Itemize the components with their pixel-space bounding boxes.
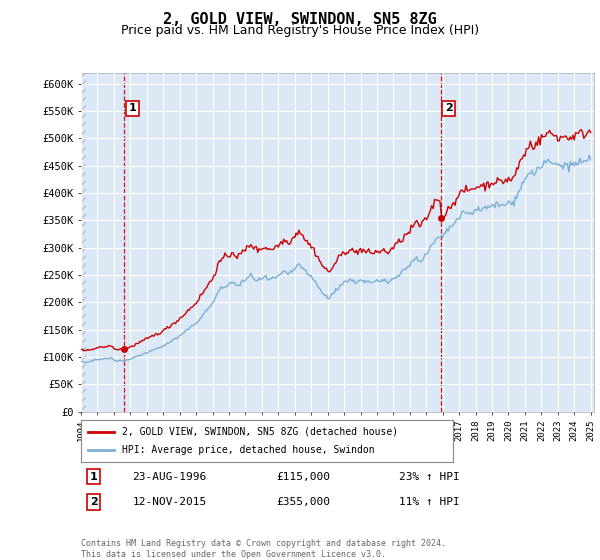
Text: Price paid vs. HM Land Registry's House Price Index (HPI): Price paid vs. HM Land Registry's House … <box>121 24 479 37</box>
Text: £115,000: £115,000 <box>276 472 330 482</box>
Text: 1: 1 <box>90 472 98 482</box>
Text: 23% ↑ HPI: 23% ↑ HPI <box>399 472 460 482</box>
Text: 1: 1 <box>129 103 137 113</box>
Text: 11% ↑ HPI: 11% ↑ HPI <box>399 497 460 507</box>
Text: £355,000: £355,000 <box>276 497 330 507</box>
Text: 2: 2 <box>445 103 452 113</box>
Text: 23-AUG-1996: 23-AUG-1996 <box>133 472 206 482</box>
Text: 2, GOLD VIEW, SWINDON, SN5 8ZG: 2, GOLD VIEW, SWINDON, SN5 8ZG <box>163 12 437 27</box>
Text: 12-NOV-2015: 12-NOV-2015 <box>133 497 206 507</box>
Text: HPI: Average price, detached house, Swindon: HPI: Average price, detached house, Swin… <box>122 445 374 455</box>
Text: Contains HM Land Registry data © Crown copyright and database right 2024.
This d: Contains HM Land Registry data © Crown c… <box>81 539 446 559</box>
Bar <box>81 73 86 412</box>
Text: 2, GOLD VIEW, SWINDON, SN5 8ZG (detached house): 2, GOLD VIEW, SWINDON, SN5 8ZG (detached… <box>122 427 398 437</box>
Text: 2: 2 <box>90 497 98 507</box>
